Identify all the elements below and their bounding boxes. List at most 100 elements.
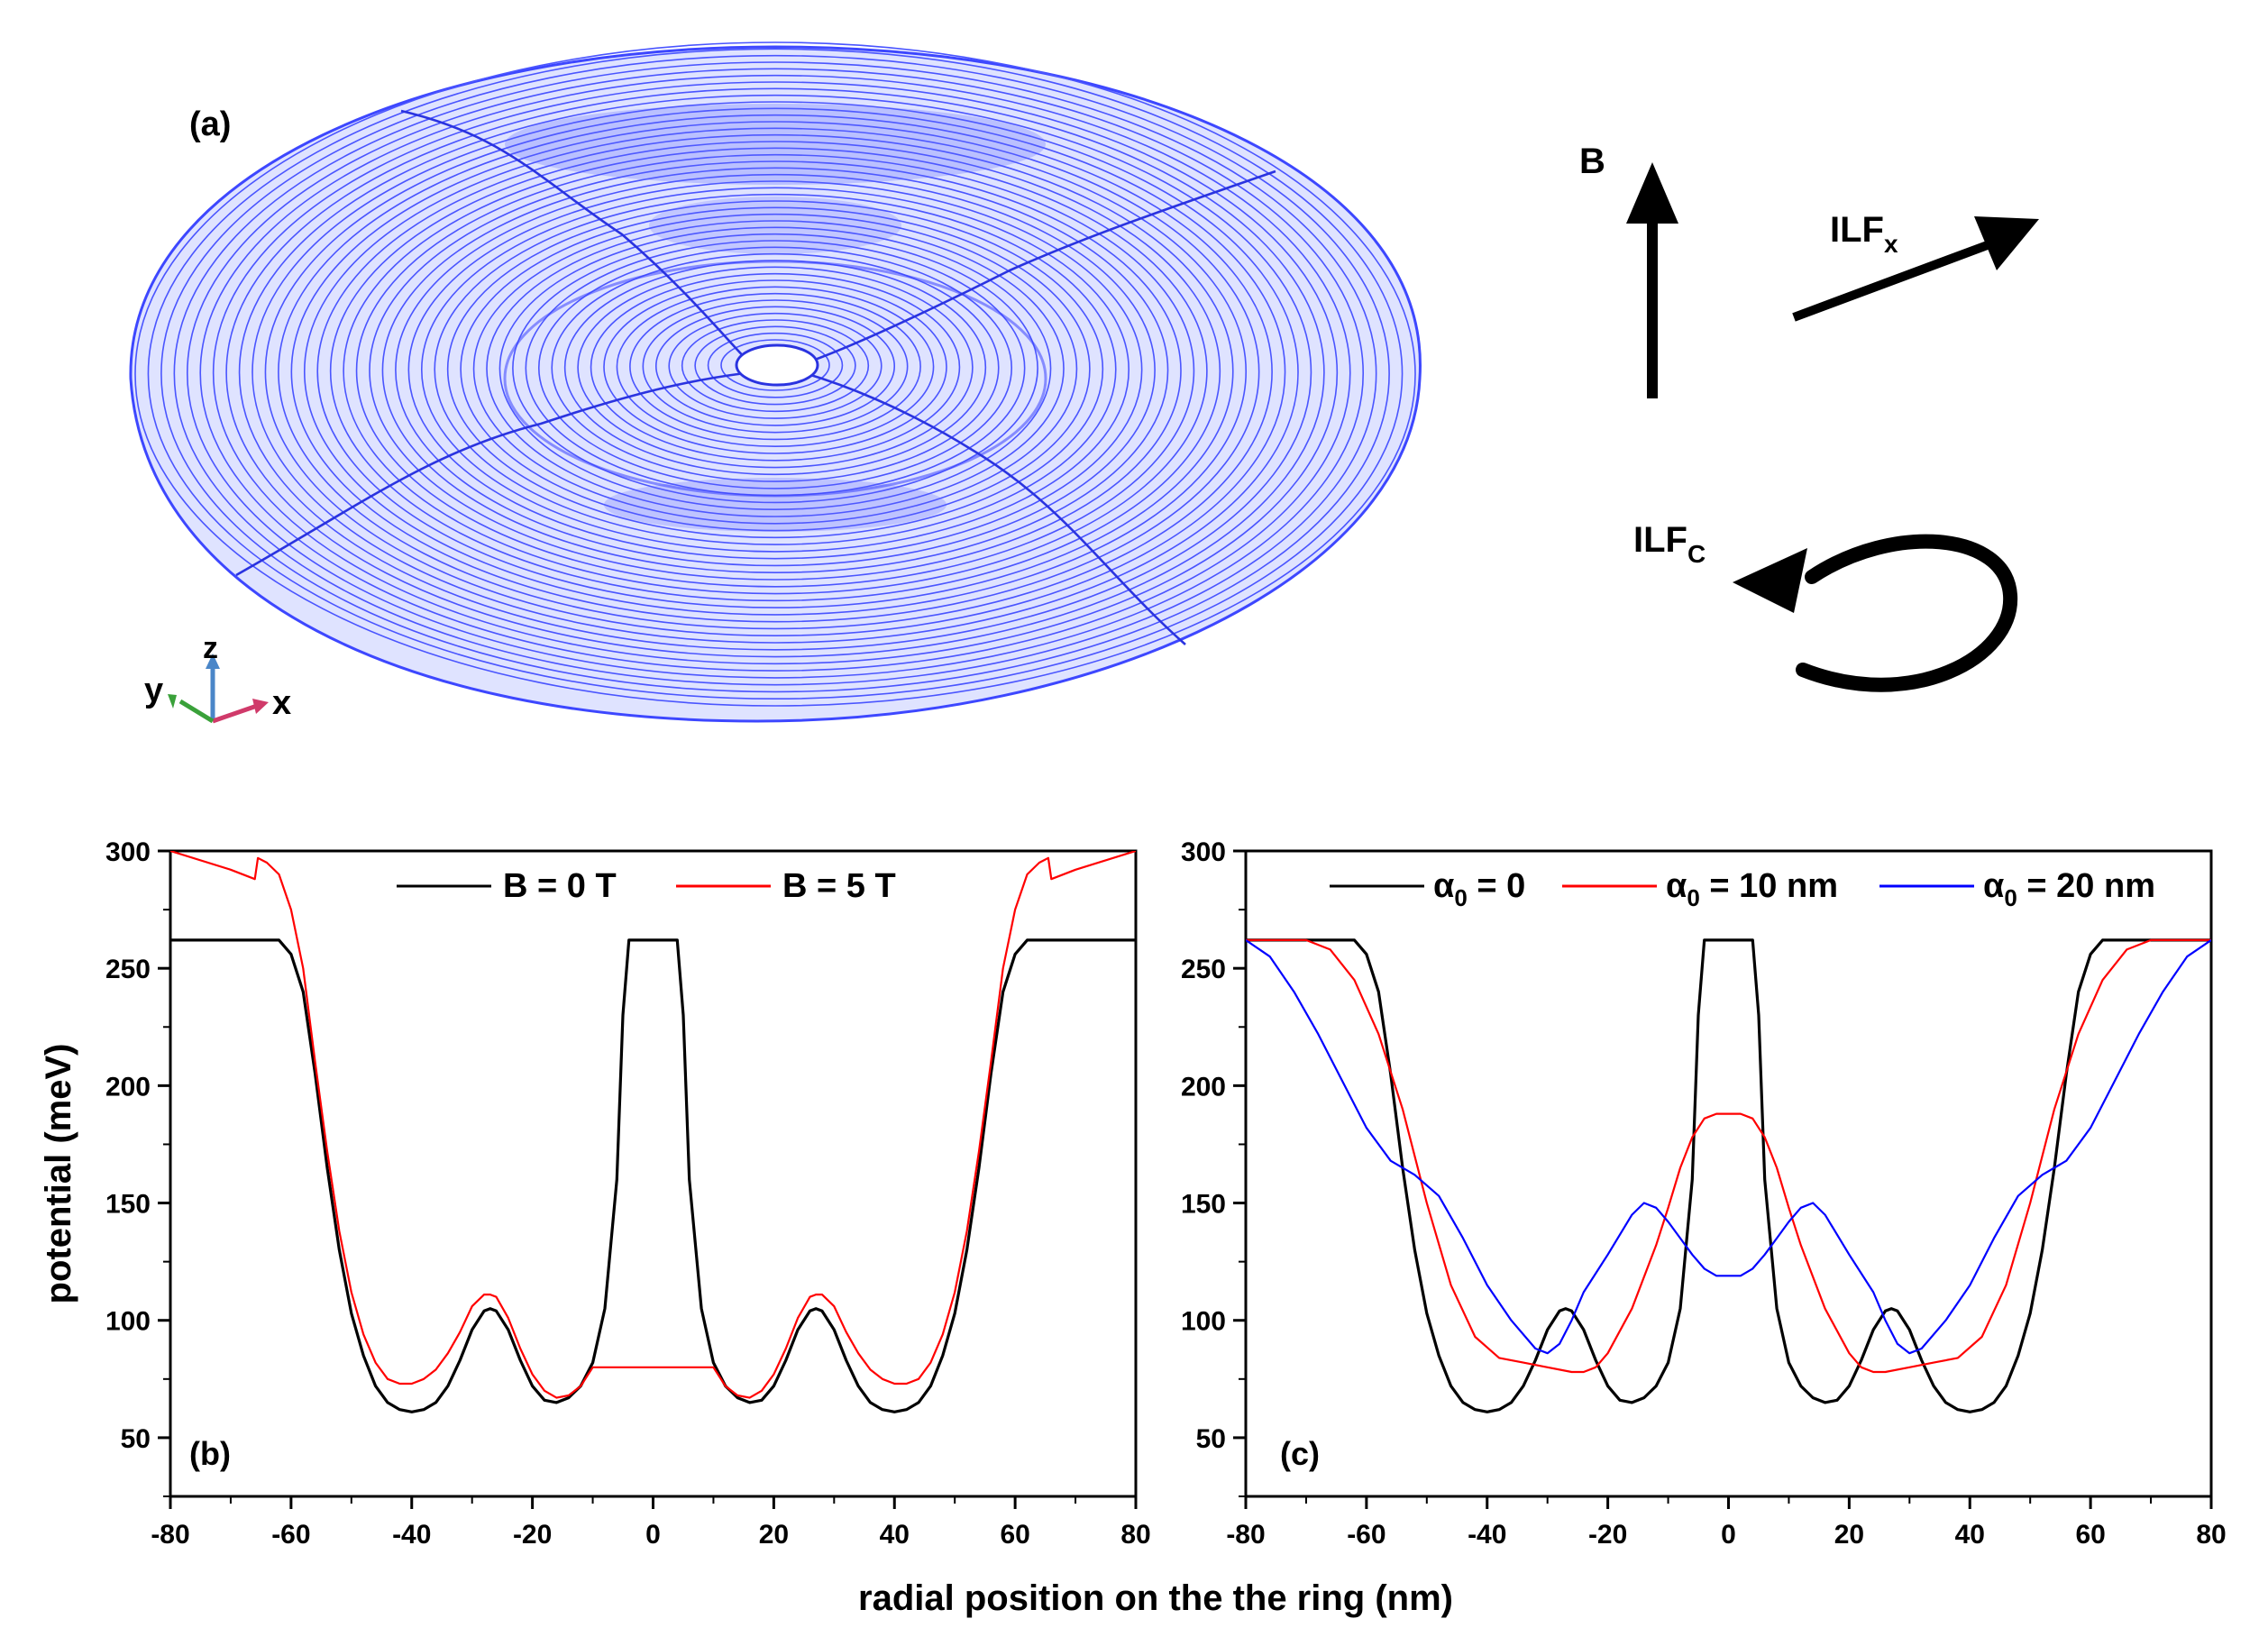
ring-contour-line [460, 206, 1091, 532]
panel-c-x-tick-label: 20 [1834, 1520, 1864, 1550]
ring-contour-line [343, 147, 1208, 595]
panel-b-y-tick-label: 200 [105, 1072, 151, 1102]
ring-contour-line [212, 81, 1339, 665]
panel-c-y-tick-label: 50 [1196, 1424, 1226, 1454]
ring-contour-line [681, 319, 870, 413]
ring-contour-line [238, 94, 1312, 651]
ring-contour-line [381, 167, 1169, 574]
panel-b-x-tick-label: 20 [759, 1520, 789, 1550]
ring-contour-line [603, 279, 947, 454]
panel-c-x-tick-label: 0 [1721, 1520, 1736, 1550]
ring-contour-line [629, 292, 921, 441]
arrow-b-label: B [1579, 142, 1605, 181]
panel-c-legend-label-2: α0 = 10 nm [1666, 867, 1838, 911]
panel-b-label: (b) [189, 1435, 231, 1472]
panel-c-y-tick-label: 100 [1181, 1307, 1226, 1337]
ring-center-hole [735, 343, 819, 387]
ring-surface-illustration [129, 41, 1422, 723]
panel-b-x-tick-label: 60 [1000, 1520, 1029, 1550]
ring-contour-line [278, 114, 1273, 630]
panel-c-legend-label-3: α0 = 20 nm [1983, 867, 2155, 911]
ring-contour-line [616, 286, 935, 448]
ilf-c-label: ILFC [1633, 520, 1706, 568]
arrow-b: B [1579, 142, 1678, 398]
ring-contour-line [446, 200, 1104, 539]
ring-contour-line [290, 121, 1260, 623]
panel-b-plot-frame [169, 849, 1138, 1498]
ring-contour-line [537, 246, 1013, 489]
ring-contour-line [498, 226, 1052, 511]
y-axis-label: potential (meV) [39, 1044, 78, 1304]
panel-c-x-tick-label: 60 [2075, 1520, 2105, 1550]
panel-b-series-line-2 [170, 851, 1136, 1399]
ring-contour-line [420, 187, 1130, 553]
panel-c-x-tick-label: 40 [1955, 1520, 1985, 1550]
panel-b-x-tick-label: -20 [513, 1520, 552, 1550]
ring-contour-line [173, 61, 1377, 686]
rotation-arrow-icon [1796, 534, 2018, 692]
panel-b-y-tick-label: 100 [105, 1307, 151, 1337]
ring-contour-line [369, 160, 1182, 581]
ring-contour-line [590, 272, 961, 462]
panel-c-x-tick-label: -40 [1468, 1520, 1506, 1550]
panel-b-x-tick-label: -80 [151, 1520, 189, 1550]
ring-contour-line [395, 173, 1156, 567]
panel-b-x-tick-label: -60 [271, 1520, 310, 1550]
panel-b-x-tick-label: 80 [1120, 1520, 1150, 1550]
ring-contour-line [303, 127, 1248, 616]
panel-c-plot-frame [1244, 849, 2213, 1498]
panel-b-y-tick-label: 50 [121, 1424, 151, 1454]
panel-b-legend-label-1: B = 0 T [503, 867, 617, 905]
ring-contour-line [251, 101, 1299, 644]
ring-contour-line [512, 233, 1038, 504]
arrow-up-icon [1626, 162, 1678, 224]
panel-b-x-tick-label: 0 [645, 1520, 661, 1550]
panel-b-legend-label-2: B = 5 T [782, 867, 896, 905]
ring-contour-line [199, 74, 1351, 672]
ring-contour-line [668, 312, 883, 419]
ring-contour-line [472, 213, 1078, 525]
panel-b-series-line-1 [170, 938, 1136, 1413]
panel-c-x-tick-label: -80 [1226, 1520, 1265, 1550]
ring-contour-line [225, 87, 1325, 658]
ring-contour-line [720, 339, 830, 391]
ring-contour-line [707, 332, 844, 398]
ring-contour-line [264, 107, 1286, 637]
x-axis-label: radial position on the the ring (nm) [858, 1578, 1453, 1618]
panel-b-x-tick-label: 40 [880, 1520, 910, 1550]
panel-c-y-tick-label: 150 [1181, 1190, 1226, 1220]
panel-b-y-tick-label: 300 [105, 837, 151, 867]
axis-y-label: y [144, 672, 163, 709]
arrow-diagonal-icon [1974, 216, 2039, 270]
arrow-ilf-c: ILFC [1633, 520, 2018, 692]
ring-contour-line [551, 252, 1000, 482]
panel-b-chart: -80 -60 -40 -20 0 20 40 60 80 50 100 150 200 250 300 B… [105, 837, 1151, 1550]
axis-z-label: z [203, 631, 218, 665]
panel-c-label: (c) [1280, 1435, 1320, 1472]
axes-triad: z x y [144, 631, 291, 724]
panel-a-label: (a) [189, 105, 231, 143]
arrow-ilf-x: ILFx [1792, 210, 2039, 322]
panel-c-x-tick-label: 80 [2196, 1520, 2226, 1550]
ring-contour-line [355, 153, 1195, 588]
panel-c-y-tick-label: 250 [1181, 955, 1226, 984]
panel-c-series-line-3 [1246, 938, 2211, 1355]
ring-contour-line [316, 133, 1234, 608]
panel-c-series-line-1 [1246, 938, 2211, 1413]
ring-contour-line [160, 54, 1390, 693]
ring-contour-line [577, 266, 974, 469]
panel-c-chart: -80 -60 -40 -20 0 20 40 60 80 50 100 150 200 250 300 α… [1181, 837, 2227, 1550]
panel-b-y-tick-label: 250 [105, 955, 151, 984]
ring-contour-line [642, 299, 909, 434]
ring-contour-line [147, 48, 1404, 700]
panel-c-series-line-2 [1246, 938, 2211, 1374]
ring-contour-line [654, 306, 896, 426]
ring-contour-line [434, 193, 1117, 545]
panel-a: (a) z x y B ILFx ILFC [129, 41, 2039, 724]
panel-b-x-tick-label: -40 [392, 1520, 431, 1550]
ring-contour-line [134, 41, 1416, 707]
panel-c-legend-label-1: α0 = 0 [1433, 867, 1525, 911]
axis-x-label: x [272, 684, 291, 722]
panel-b-y-tick-label: 150 [105, 1190, 151, 1220]
